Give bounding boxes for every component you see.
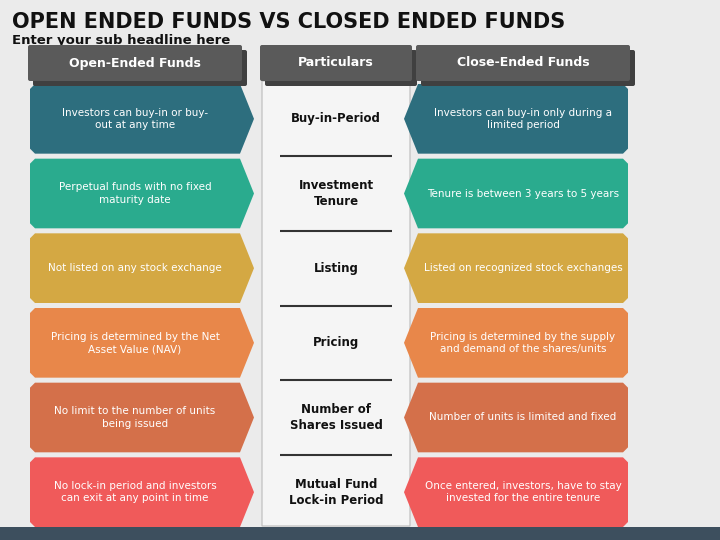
Text: Open-Ended Funds: Open-Ended Funds	[69, 57, 201, 70]
FancyBboxPatch shape	[33, 50, 247, 86]
Text: Close-Ended Funds: Close-Ended Funds	[456, 57, 589, 70]
FancyBboxPatch shape	[262, 81, 410, 526]
Polygon shape	[30, 233, 254, 303]
FancyBboxPatch shape	[260, 45, 412, 81]
Polygon shape	[30, 308, 254, 377]
FancyBboxPatch shape	[421, 50, 635, 86]
Text: Once entered, investors, have to stay
invested for the entire tenure: Once entered, investors, have to stay in…	[425, 481, 621, 503]
Text: Tenure is between 3 years to 5 years: Tenure is between 3 years to 5 years	[427, 188, 619, 199]
Polygon shape	[30, 159, 254, 228]
Text: Number of
Shares Issued: Number of Shares Issued	[289, 403, 382, 432]
Text: Investors can buy-in only during a
limited period: Investors can buy-in only during a limit…	[434, 107, 612, 130]
Polygon shape	[30, 383, 254, 453]
Polygon shape	[30, 84, 254, 154]
Text: Investors can buy-in or buy-
out at any time: Investors can buy-in or buy- out at any …	[62, 107, 208, 130]
Text: OPEN ENDED FUNDS VS CLOSED ENDED FUNDS: OPEN ENDED FUNDS VS CLOSED ENDED FUNDS	[12, 12, 565, 32]
Polygon shape	[404, 383, 628, 453]
Text: Particulars: Particulars	[298, 57, 374, 70]
Polygon shape	[404, 308, 628, 377]
Text: Enter your sub headline here: Enter your sub headline here	[12, 34, 230, 47]
Text: No lock-in period and investors
can exit at any point in time: No lock-in period and investors can exit…	[53, 481, 217, 503]
Text: Pricing is determined by the Net
Asset Value (NAV): Pricing is determined by the Net Asset V…	[50, 332, 220, 354]
Polygon shape	[404, 457, 628, 527]
Text: Pricing: Pricing	[313, 336, 359, 349]
Text: Listed on recognized stock exchanges: Listed on recognized stock exchanges	[423, 263, 622, 273]
Text: Mutual Fund
Lock-in Period: Mutual Fund Lock-in Period	[289, 478, 383, 507]
Polygon shape	[404, 84, 628, 154]
Text: No limit to the number of units
being issued: No limit to the number of units being is…	[55, 406, 215, 429]
FancyBboxPatch shape	[416, 45, 630, 81]
Text: Perpetual funds with no fixed
maturity date: Perpetual funds with no fixed maturity d…	[59, 183, 211, 205]
Text: Investment
Tenure: Investment Tenure	[298, 179, 374, 208]
Text: Buy-in-Period: Buy-in-Period	[291, 112, 381, 125]
Text: Not listed on any stock exchange: Not listed on any stock exchange	[48, 263, 222, 273]
FancyBboxPatch shape	[265, 50, 417, 86]
Polygon shape	[404, 233, 628, 303]
Polygon shape	[30, 457, 254, 527]
Bar	[0, 527, 720, 540]
Text: Number of units is limited and fixed: Number of units is limited and fixed	[429, 413, 616, 422]
Polygon shape	[404, 159, 628, 228]
Text: Listing: Listing	[314, 262, 359, 275]
Text: Pricing is determined by the supply
and demand of the shares/units: Pricing is determined by the supply and …	[431, 332, 616, 354]
FancyBboxPatch shape	[28, 45, 242, 81]
